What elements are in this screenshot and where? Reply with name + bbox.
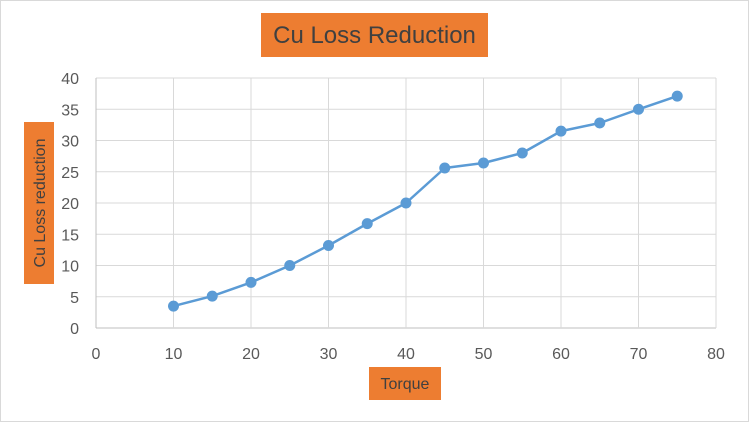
x-tick-label: 30	[320, 346, 338, 363]
tick-layer: 0 5 10 15 20 25 30 35 40 0 10 20 30 40 50 60 70 80	[61, 71, 725, 363]
y-tick-label: 5	[70, 290, 79, 307]
y-tick-label: 20	[61, 196, 79, 213]
data-point	[594, 117, 606, 129]
data-point	[400, 197, 412, 209]
data-point	[168, 300, 179, 312]
x-tick-label: 80	[707, 346, 725, 363]
data-point	[633, 103, 644, 115]
y-tick-label: 10	[61, 259, 79, 276]
y-tick-label: 40	[61, 71, 79, 88]
y-tick-label: 30	[61, 134, 79, 151]
x-tick-label: 60	[552, 346, 570, 363]
data-point	[516, 147, 528, 159]
y-axis-title: Cu Loss reduction	[32, 139, 49, 268]
y-tick-label: 0	[70, 321, 79, 338]
series-line	[172, 94, 679, 308]
data-point	[206, 290, 218, 302]
x-axis-title: Torque	[381, 376, 430, 393]
grid-layer	[95, 77, 717, 329]
data-point	[439, 162, 451, 174]
x-tick-label: 50	[475, 346, 493, 363]
y-tick-label: 15	[61, 227, 79, 244]
data-point	[478, 157, 489, 169]
x-tick-label: 0	[92, 346, 101, 363]
data-point	[245, 276, 257, 288]
y-axis-title-box	[24, 122, 54, 284]
x-tick-label: 40	[397, 346, 415, 363]
series-layer	[168, 90, 683, 312]
x-axis-title-box	[369, 367, 441, 400]
data-point	[284, 260, 296, 271]
chart-title: Cu Loss Reduction	[273, 22, 476, 49]
data-point	[671, 90, 683, 102]
data-point	[555, 125, 567, 137]
x-tick-label: 70	[630, 346, 648, 363]
chart-title-box	[261, 13, 488, 57]
x-tick-label: 10	[165, 346, 183, 363]
x-tick-label: 20	[242, 346, 260, 363]
y-tick-label: 25	[61, 165, 79, 182]
data-point	[323, 240, 334, 251]
y-tick-label: 35	[61, 102, 79, 119]
data-point	[361, 218, 373, 230]
